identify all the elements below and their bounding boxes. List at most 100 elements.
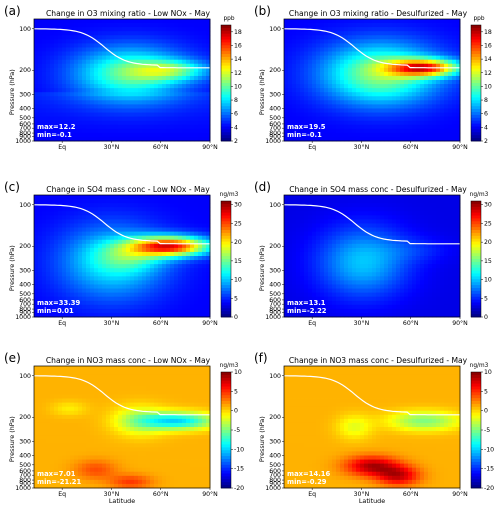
heatmap-cell (308, 251, 313, 257)
heatmap-cell (54, 284, 59, 289)
y-tick-label: 700 (19, 301, 31, 308)
heatmap-cell (320, 100, 325, 105)
heatmap-cell (428, 27, 433, 32)
heatmap-cell (190, 136, 195, 142)
heatmap-cell (368, 264, 373, 269)
colorbar-segment (221, 59, 231, 64)
heatmap-cell (300, 108, 305, 113)
heatmap-cell (94, 239, 99, 245)
heatmap-cell (178, 223, 183, 228)
heatmap-cell (308, 51, 313, 56)
heatmap-cell (62, 268, 67, 273)
heatmap-cell (54, 31, 59, 36)
heatmap-cell (50, 280, 55, 285)
heatmap-cell (360, 211, 365, 216)
heatmap-cell (66, 219, 71, 224)
heatmap-cell (356, 239, 361, 245)
heatmap-cell (162, 67, 167, 73)
heatmap-cell (194, 276, 199, 281)
heatmap-cell (364, 296, 369, 302)
heatmap-cell (146, 300, 151, 306)
heatmap-cell (396, 75, 401, 81)
heatmap-cell (340, 39, 345, 44)
heatmap-cell (114, 108, 119, 113)
heatmap-cell (34, 280, 39, 285)
heatmap-cell (328, 251, 333, 257)
heatmap-cell (356, 108, 361, 113)
heatmap-cell (42, 116, 47, 122)
heatmap-cell (42, 296, 47, 302)
heatmap-cell (190, 276, 195, 281)
heatmap-cell (304, 308, 309, 314)
heatmap-cell (284, 132, 289, 138)
heatmap-cell (42, 132, 47, 138)
heatmap-cell (146, 296, 151, 302)
heatmap-cell (352, 235, 357, 241)
heatmap-cell (78, 195, 83, 200)
heatmap-cell (126, 312, 131, 318)
heatmap-cell (284, 80, 289, 85)
heatmap-cell (198, 207, 203, 212)
heatmap-cell (142, 264, 147, 269)
heatmap-cell (432, 132, 437, 138)
heatmap-cell (178, 243, 183, 249)
heatmap-cell (452, 88, 457, 93)
heatmap-cell (186, 75, 191, 81)
heatmap-cell (440, 67, 445, 73)
heatmap-cell (186, 280, 191, 285)
heatmap-cell (150, 243, 155, 249)
heatmap-cell (360, 243, 365, 249)
heatmap-cell (126, 256, 131, 261)
heatmap-cell (316, 288, 321, 293)
heatmap-cell (372, 260, 377, 265)
heatmap-cell (66, 207, 71, 212)
colorbar-segment (471, 25, 481, 29)
heatmap-cell (436, 47, 441, 52)
panel-title: Change in SO4 mass conc - Desulfurized -… (289, 185, 467, 194)
heatmap-cell (388, 108, 393, 113)
heatmap-cell (296, 59, 301, 65)
heatmap-cell (408, 35, 413, 40)
heatmap-cell (174, 92, 179, 97)
heatmap-cell (102, 75, 107, 81)
colorbar-tick-label: 4 (484, 124, 488, 131)
heatmap-cell (186, 264, 191, 269)
heatmap-cell (400, 116, 405, 122)
heatmap-cell (154, 88, 159, 93)
y-tick-label: 1000 (265, 138, 281, 145)
heatmap-cell (292, 75, 297, 81)
heatmap-cell (94, 63, 99, 69)
heatmap-cell (384, 136, 389, 142)
heatmap-cell (186, 272, 191, 277)
heatmap-cell (372, 132, 377, 138)
heatmap-cell (74, 136, 79, 142)
heatmap-cell (114, 55, 119, 61)
heatmap-cell (82, 284, 87, 289)
heatmap-cell (138, 256, 143, 261)
heatmap-cell (432, 51, 437, 56)
heatmap-cell (170, 256, 175, 261)
heatmap-cell (300, 132, 305, 138)
heatmap-cell (300, 276, 305, 281)
heatmap-cell (154, 23, 159, 28)
heatmap-cell (50, 112, 55, 117)
colorbar-segment (471, 112, 481, 116)
heatmap-cell (320, 227, 325, 232)
heatmap-cell (134, 39, 139, 44)
heatmap-cell (194, 239, 199, 245)
heatmap-cell (384, 96, 389, 101)
heatmap-cell (328, 288, 333, 293)
heatmap-cell (420, 63, 425, 69)
heatmap-cell (74, 256, 79, 261)
heatmap-cell (348, 120, 353, 126)
heatmap-cell (320, 104, 325, 109)
heatmap-cell (54, 96, 59, 101)
panel-label: (c) (4, 180, 20, 194)
colorbar-segment (221, 138, 231, 142)
heatmap-cell (146, 231, 151, 237)
heatmap-cell (106, 272, 111, 277)
heatmap-cell (126, 67, 131, 73)
heatmap-cell (336, 71, 341, 77)
heatmap-cell (372, 256, 377, 261)
heatmap-cell (106, 35, 111, 40)
